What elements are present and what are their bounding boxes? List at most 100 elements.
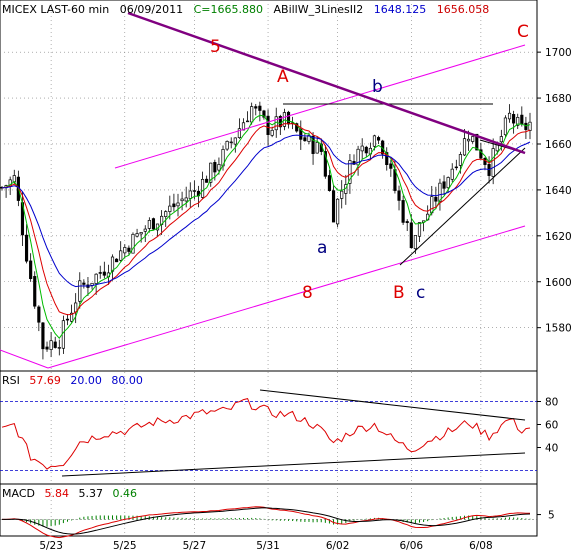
candle-body <box>434 196 438 202</box>
rsi-line <box>1 398 531 470</box>
candle-body <box>37 306 41 323</box>
candle-body <box>397 190 401 201</box>
candle-body <box>430 196 434 214</box>
candle-body <box>311 135 315 154</box>
price-panel-frame <box>0 0 538 372</box>
rsi-high-level: 80.00 <box>111 374 143 387</box>
upper-channel-line <box>114 44 526 169</box>
candle-body <box>49 340 53 350</box>
candle-body <box>246 120 250 123</box>
candle-body <box>200 178 205 198</box>
rsi-value: 57.69 <box>29 374 61 387</box>
rsi-series <box>1 398 531 470</box>
candle-body <box>241 122 246 131</box>
price-tick-label: 1640 <box>545 185 572 197</box>
candle-body <box>507 112 512 120</box>
wave-label-A: A <box>277 67 289 87</box>
rsi-lower-trendline <box>61 452 526 477</box>
candle-body <box>192 190 196 192</box>
moving-averages <box>1 114 531 340</box>
candle-body <box>528 121 532 131</box>
candle-body <box>41 322 45 350</box>
rsi-name: RSI <box>2 374 20 387</box>
candle-body <box>262 110 266 118</box>
candle-body <box>94 273 98 284</box>
candle-body <box>119 250 123 261</box>
macd-value-2: 5.37 <box>78 487 103 500</box>
rsi-panel-frame <box>0 370 538 485</box>
candle-body <box>45 346 49 350</box>
candle-body <box>29 260 33 279</box>
price-tick-label: 1680 <box>545 93 572 105</box>
candle-body <box>229 141 233 144</box>
rsi-low-level: 20.00 <box>70 374 102 387</box>
candle-body <box>467 138 471 142</box>
candle-body <box>372 135 377 147</box>
candle-body <box>331 190 336 223</box>
macd-signal-line <box>2 507 531 535</box>
time-tick-label: 5/31 <box>256 540 280 552</box>
candle-body <box>233 137 237 145</box>
candle-body <box>266 115 270 135</box>
candle-body <box>360 145 364 152</box>
price-tick-label: 1600 <box>545 277 572 289</box>
candle-body <box>172 203 176 208</box>
indicator-value-2: 1656.058 <box>437 3 490 16</box>
candle-body <box>323 151 327 177</box>
candle-body <box>524 122 528 130</box>
candle-body <box>33 276 37 307</box>
candle-body <box>115 258 119 263</box>
candle-body <box>205 178 209 183</box>
macd-name: MACD <box>2 487 35 500</box>
candle-body <box>53 341 57 348</box>
candle-body <box>450 168 454 180</box>
candle-body <box>282 112 286 127</box>
wave-label-c: c <box>416 283 425 303</box>
macd-header: MACD 5.84 5.37 0.46 <box>2 487 137 500</box>
candle-body <box>516 117 520 126</box>
candle-body <box>135 233 139 237</box>
candle-body <box>110 256 115 272</box>
candle-body <box>499 136 503 143</box>
ma-red-line <box>1 123 531 316</box>
candle-body <box>123 247 127 254</box>
ma-green-line <box>1 114 531 340</box>
candle-body <box>12 175 16 183</box>
candle-body <box>512 114 516 124</box>
candle-body <box>356 148 360 166</box>
candle-body <box>258 105 262 111</box>
candle-body <box>438 182 442 202</box>
symbol-label: MICEX LAST-60 min <box>2 3 109 16</box>
candle-body <box>336 198 340 225</box>
candle-body <box>483 157 487 165</box>
major-trend-line <box>127 11 526 155</box>
candle-body <box>458 154 462 166</box>
rsi-tick-label: 80 <box>545 397 558 409</box>
candle-body <box>409 222 413 249</box>
candle-body <box>184 197 188 202</box>
left-channel-line <box>0 349 49 369</box>
candle-body <box>188 190 192 199</box>
candle-body <box>143 228 147 232</box>
candle-body <box>176 202 180 207</box>
macd-panel-frame <box>0 483 538 537</box>
candle-body <box>295 123 299 132</box>
candle-body <box>503 117 508 136</box>
chart-header: MICEX LAST-60 min 06/09/2011 C=1665.880 … <box>2 3 489 16</box>
candle-body <box>491 148 495 177</box>
candle-body <box>82 282 86 285</box>
date-label: 06/09/2011 <box>120 3 183 16</box>
candle-body <box>57 347 61 349</box>
candle-body <box>520 114 524 125</box>
macd-series <box>0 506 537 539</box>
time-tick-label: 6/06 <box>400 540 424 552</box>
candle-body <box>278 116 282 128</box>
candle-body <box>180 198 184 202</box>
candle-body <box>471 136 475 142</box>
triangle-lower-line <box>399 147 526 266</box>
price-tick-label: 1660 <box>545 139 572 151</box>
candle-body <box>131 233 135 254</box>
candle-body <box>24 234 29 262</box>
candle-body <box>70 312 74 322</box>
wave-label-C: C <box>517 22 529 42</box>
